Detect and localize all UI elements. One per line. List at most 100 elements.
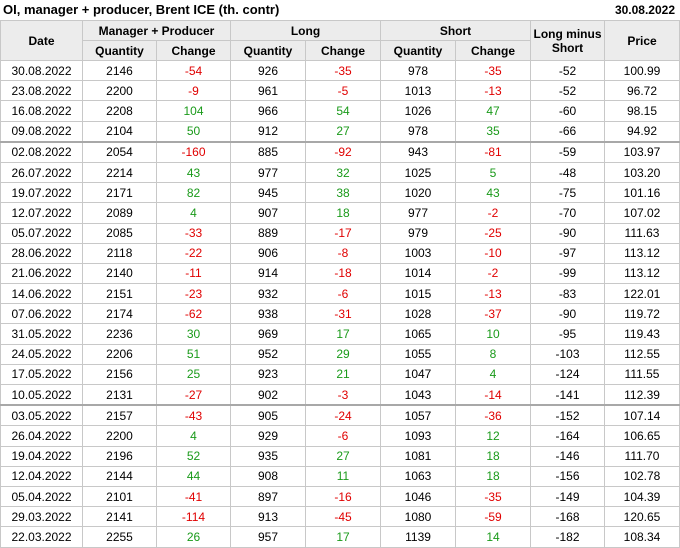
value-cell: 18: [455, 465, 532, 487]
value-cell: 101.16: [604, 182, 680, 204]
value-cell: -99: [530, 262, 606, 285]
value-cell: -156: [530, 465, 606, 487]
value-cell: 1065: [380, 323, 457, 345]
value-cell: -149: [530, 485, 606, 508]
value-cell: -8: [304, 242, 382, 264]
value-cell: 2214: [82, 161, 157, 184]
table-row: 30.08.2022 2146 -54 926 -35 978 -35 -52 100.99: [0, 59, 680, 82]
value-cell: 27: [304, 445, 382, 467]
value-cell: 32: [304, 161, 382, 184]
value-cell: 2206: [82, 343, 157, 365]
value-cell: 1139: [380, 526, 457, 548]
value-cell: 1055: [380, 343, 457, 365]
value-cell: 102.78: [604, 465, 680, 487]
sub-header: Quantity: [380, 40, 457, 61]
value-cell: 10: [455, 323, 532, 345]
title-bar: OI, manager + producer, Brent ICE (th. c…: [0, 0, 680, 20]
date-cell: 10.05.2022: [0, 384, 83, 406]
value-cell: 50: [156, 120, 231, 143]
value-cell: 113.12: [604, 262, 680, 285]
value-cell: -146: [530, 445, 606, 467]
date-cell: 31.05.2022: [0, 323, 83, 345]
value-cell: 2196: [82, 445, 157, 467]
value-cell: 111.70: [604, 445, 680, 467]
value-cell: -59: [455, 506, 532, 528]
value-cell: 914: [230, 262, 306, 285]
date-cell: 16.08.2022: [0, 100, 83, 122]
table-row: 14.06.2022 2151 -23 932 -6 1015 -13 -83 122.01: [0, 283, 680, 305]
value-cell: 35: [455, 120, 532, 143]
table-row: 19.04.2022 2196 52 935 27 1081 18 -146 111.70: [0, 445, 680, 467]
value-cell: 27: [304, 120, 382, 143]
value-cell: 4: [455, 363, 532, 386]
value-cell: 969: [230, 323, 306, 345]
table-row: 28.06.2022 2118 -22 906 -8 1003 -10 -97 113.12: [0, 242, 680, 264]
value-cell: -60: [530, 100, 606, 122]
value-cell: -3: [304, 384, 382, 406]
value-cell: 111.55: [604, 363, 680, 386]
value-cell: -90: [530, 222, 606, 244]
value-cell: -43: [156, 404, 231, 427]
value-cell: 104.39: [604, 485, 680, 508]
header-cell: Date: [0, 20, 83, 61]
value-cell: -62: [156, 303, 231, 325]
value-cell: 2101: [82, 485, 157, 508]
value-cell: 1026: [380, 100, 457, 122]
value-cell: -22: [156, 242, 231, 264]
table-row: 22.03.2022 2255 26 957 17 1139 14 -182 108.34: [0, 526, 680, 548]
value-cell: 2146: [82, 59, 157, 82]
value-cell: 2171: [82, 182, 157, 204]
table-row: 03.05.2022 2157 -43 905 -24 1057 -36 -152 107.14: [0, 404, 680, 427]
value-cell: 1025: [380, 161, 457, 184]
value-cell: 952: [230, 343, 306, 365]
table-row: 17.05.2022 2156 25 923 21 1047 4 -124 111.55: [0, 363, 680, 386]
value-cell: 43: [455, 182, 532, 204]
table-row: 05.07.2022 2085 -33 889 -17 979 -25 -90 111.63: [0, 222, 680, 244]
value-cell: -13: [455, 283, 532, 305]
value-cell: 2131: [82, 384, 157, 406]
value-cell: -2: [455, 202, 532, 224]
value-cell: -6: [304, 283, 382, 305]
table-row: 29.03.2022 2141 -114 913 -45 1080 -59 -168 120.6…: [0, 506, 680, 528]
value-cell: 935: [230, 445, 306, 467]
value-cell: 25: [156, 363, 231, 386]
value-cell: -13: [455, 80, 532, 102]
value-cell: 961: [230, 80, 306, 102]
table-row: 05.04.2022 2101 -41 897 -16 1046 -35 -149 104.39: [0, 485, 680, 508]
value-cell: 5: [455, 161, 532, 184]
cot-table: Date Manager + Producer Long Short Long …: [0, 20, 680, 548]
date-cell: 09.08.2022: [0, 120, 83, 143]
value-cell: 122.01: [604, 283, 680, 305]
value-cell: -152: [530, 404, 606, 427]
table-row: 02.08.2022 2054 -160 885 -92 943 -81 -59 103.97: [0, 140, 680, 163]
value-cell: 943: [380, 140, 457, 163]
value-cell: 112.55: [604, 343, 680, 365]
value-cell: 1020: [380, 182, 457, 204]
value-cell: 1093: [380, 425, 457, 447]
value-cell: 1063: [380, 465, 457, 487]
value-cell: 978: [380, 120, 457, 143]
value-cell: 2104: [82, 120, 157, 143]
value-cell: -18: [304, 262, 382, 285]
value-cell: 2200: [82, 80, 157, 102]
value-cell: -52: [530, 59, 606, 82]
value-cell: -70: [530, 202, 606, 224]
value-cell: 907: [230, 202, 306, 224]
value-cell: 1014: [380, 262, 457, 285]
value-cell: 906: [230, 242, 306, 264]
value-cell: -141: [530, 384, 606, 406]
value-cell: -9: [156, 80, 231, 102]
value-cell: -45: [304, 506, 382, 528]
value-cell: 2255: [82, 526, 157, 548]
value-cell: -81: [455, 140, 532, 163]
value-cell: -25: [455, 222, 532, 244]
group-header: Manager + Producer: [82, 20, 231, 41]
value-cell: 103.97: [604, 140, 680, 163]
value-cell: 104: [156, 100, 231, 122]
value-cell: 926: [230, 59, 306, 82]
value-cell: 908: [230, 465, 306, 487]
group-header: Long: [229, 20, 382, 41]
value-cell: -52: [530, 80, 606, 102]
value-cell: 1046: [380, 485, 457, 508]
value-cell: 103.20: [604, 161, 680, 184]
